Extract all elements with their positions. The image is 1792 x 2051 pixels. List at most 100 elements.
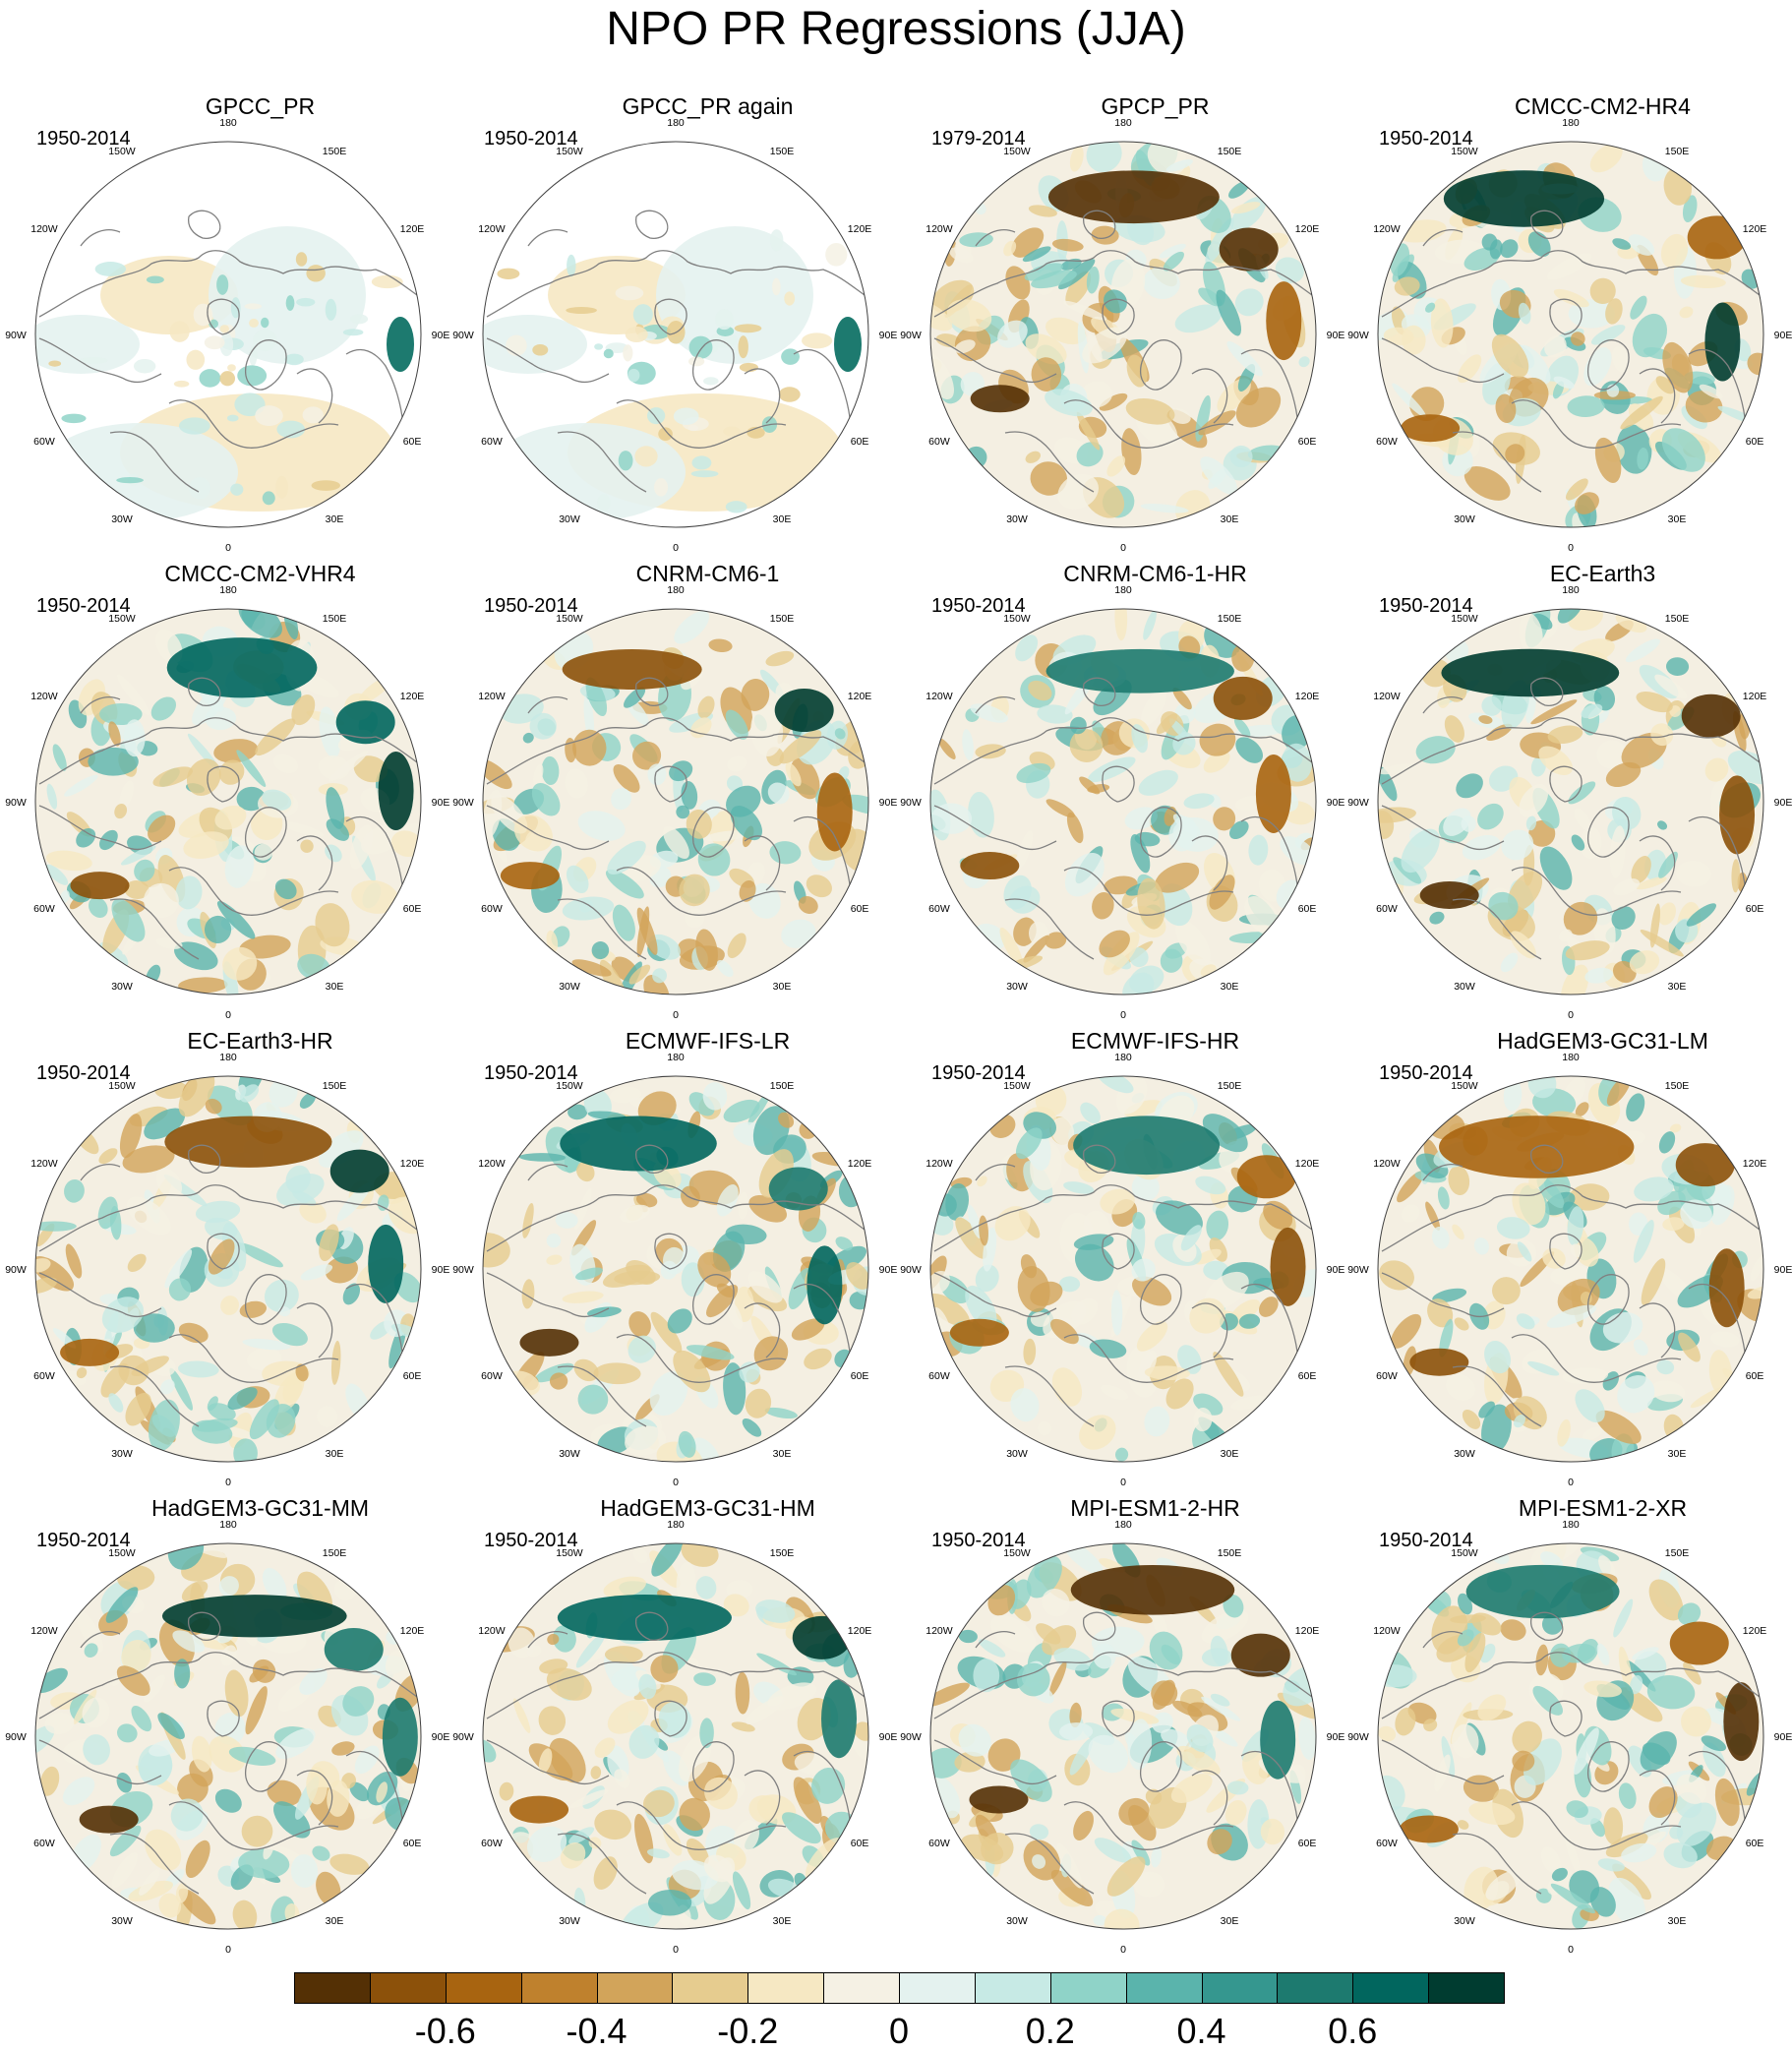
longitude-label: 90E xyxy=(1774,1731,1792,1743)
polar-map: 180 150E 120E 90E 60E 30E 0 30W 60W 90W 120W 150W xyxy=(1347,1052,1792,1488)
longitude-label: 0 xyxy=(673,1009,679,1021)
longitude-label: 150W xyxy=(108,613,136,625)
longitude-label: 120E xyxy=(1295,223,1320,235)
longitude-label: 30W xyxy=(1006,513,1028,525)
longitude-label: 150W xyxy=(1451,613,1478,625)
longitude-label: 180 xyxy=(1562,584,1580,596)
longitude-label: 120W xyxy=(1373,223,1401,235)
longitude-label: 150E xyxy=(323,613,347,625)
longitude-label: 150E xyxy=(323,1080,347,1092)
longitude-label: 60W xyxy=(928,1838,950,1849)
longitude-label: 150W xyxy=(1003,146,1031,157)
longitude-label: 30W xyxy=(111,1915,133,1927)
longitude-label: 180 xyxy=(219,117,237,129)
longitude-label: 180 xyxy=(219,1052,237,1063)
longitude-label: 150E xyxy=(323,1547,347,1559)
panel-years: 1950-2014 xyxy=(1379,1530,1473,1551)
longitude-label: 30E xyxy=(1221,1448,1239,1460)
panel-title: GPCP_PR xyxy=(1101,93,1210,119)
longitude-label: 0 xyxy=(1568,542,1574,554)
longitude-label: 180 xyxy=(1114,584,1132,596)
longitude-label: 150W xyxy=(556,1547,583,1559)
longitude-label: 180 xyxy=(667,117,685,129)
longitude-label: 120W xyxy=(30,1625,58,1637)
colorbar-tick-label: 0.6 xyxy=(1328,2011,1378,2051)
longitude-label: 0 xyxy=(1568,1944,1574,1956)
longitude-label: 120W xyxy=(1373,1158,1401,1170)
longitude-label: 150E xyxy=(770,146,795,157)
longitude-label: 0 xyxy=(225,1009,231,1021)
panel-years: 1950-2014 xyxy=(484,128,578,150)
longitude-label: 180 xyxy=(219,584,237,596)
polar-map: 180 150E 120E 90E 60E 30E 0 30W 60W 90W 120W 150W xyxy=(900,584,1344,1021)
longitude-label: 90W xyxy=(900,1264,922,1276)
longitude-label: 120W xyxy=(1373,691,1401,702)
longitude-label: 30W xyxy=(1006,981,1028,993)
panel-years: 1950-2014 xyxy=(484,595,578,617)
longitude-label: 150W xyxy=(556,613,583,625)
longitude-label: 90E xyxy=(1327,1731,1345,1743)
longitude-label: 60E xyxy=(1298,436,1317,448)
longitude-label: 30E xyxy=(1221,981,1239,993)
map-panel: 180 150E 120E 90E 60E 30E 0 30W 60W 90W 120W 150W GP… xyxy=(452,91,931,559)
colorbar-swatch xyxy=(1352,1972,1430,2004)
longitude-label: 180 xyxy=(1114,1519,1132,1531)
longitude-label: 120E xyxy=(1295,1625,1320,1637)
polar-map: 180 150E 120E 90E 60E 30E 0 30W 60W 90W 120W 150W xyxy=(452,1519,897,1956)
longitude-label: 120E xyxy=(400,691,425,702)
colorbar-tick-label: 0 xyxy=(888,2011,910,2051)
longitude-label: 30E xyxy=(326,1915,344,1927)
longitude-label: 60E xyxy=(1298,1838,1317,1849)
map-panel: 180 150E 120E 90E 60E 30E 0 30W 60W 90W 120W 150W GP… xyxy=(5,91,484,559)
longitude-label: 120W xyxy=(926,223,953,235)
longitude-label: 0 xyxy=(1568,1009,1574,1021)
map-panel: 180 150E 120E 90E 60E 30E 0 30W 60W 90W 120W 150W MP… xyxy=(1347,1493,1792,1961)
colorbar-swatch xyxy=(974,1972,1051,2004)
longitude-label: 180 xyxy=(667,584,685,596)
longitude-label: 60W xyxy=(481,1370,503,1382)
longitude-label: 60W xyxy=(481,1838,503,1849)
panel-title: EC-Earth3-HR xyxy=(187,1028,333,1054)
longitude-label: 90W xyxy=(900,797,922,809)
colorbar-swatch xyxy=(823,1972,900,2004)
panel-years: 1950-2014 xyxy=(1379,1062,1473,1084)
longitude-label: 60W xyxy=(928,903,950,915)
longitude-label: 60W xyxy=(1376,436,1398,448)
longitude-label: 0 xyxy=(673,542,679,554)
longitude-label: 90W xyxy=(5,1264,27,1276)
map-panel: 180 150E 120E 90E 60E 30E 0 30W 60W 90W 120W 150W CN… xyxy=(452,559,931,1026)
longitude-label: 120W xyxy=(1373,1625,1401,1637)
longitude-label: 30E xyxy=(773,513,792,525)
longitude-label: 150W xyxy=(108,1080,136,1092)
map-panel: 180 150E 120E 90E 60E 30E 0 30W 60W 90W 120W 150W CM… xyxy=(1347,91,1792,559)
polar-map: 180 150E 120E 90E 60E 30E 0 30W 60W 90W 120W 150W xyxy=(900,1052,1345,1488)
panel-title: EC-Earth3 xyxy=(1549,561,1656,586)
map-panel: 180 150E 120E 90E 60E 30E 0 30W 60W 90W 120W 150W EC… xyxy=(5,1026,484,1493)
longitude-label: 60E xyxy=(851,903,869,915)
longitude-label: 60E xyxy=(1746,1370,1764,1382)
longitude-label: 120E xyxy=(848,223,872,235)
panel-title: CMCC-CM2-VHR4 xyxy=(164,561,356,586)
longitude-label: 120E xyxy=(400,1158,425,1170)
longitude-label: 90W xyxy=(5,330,27,341)
longitude-label: 120W xyxy=(30,1158,58,1170)
longitude-label: 120W xyxy=(30,223,58,235)
colorbar-swatch xyxy=(1201,1972,1279,2004)
longitude-label: 30W xyxy=(111,513,133,525)
map-panel: 180 150E 120E 90E 60E 30E 0 30W 60W 90W 120W 150W MP… xyxy=(900,1493,1379,1961)
panel-years: 1950-2014 xyxy=(36,128,131,150)
longitude-label: 60E xyxy=(1746,903,1764,915)
longitude-label: 90E xyxy=(1327,1264,1345,1276)
longitude-label: 0 xyxy=(1120,1944,1126,1956)
longitude-label: 90W xyxy=(5,797,27,809)
polar-map: 180 150E 120E 90E 60E 30E 0 30W 60W 90W 120W 150W xyxy=(5,1052,449,1488)
longitude-label: 90E xyxy=(879,797,898,809)
panel-years: 1950-2014 xyxy=(36,595,131,617)
longitude-label: 30W xyxy=(1454,1448,1475,1460)
longitude-label: 60W xyxy=(33,436,55,448)
longitude-label: 150W xyxy=(556,1080,583,1092)
panel-years: 1950-2014 xyxy=(484,1062,578,1084)
longitude-label: 180 xyxy=(1562,117,1580,129)
colorbar-swatch xyxy=(1125,1972,1203,2004)
longitude-label: 0 xyxy=(673,1477,679,1488)
